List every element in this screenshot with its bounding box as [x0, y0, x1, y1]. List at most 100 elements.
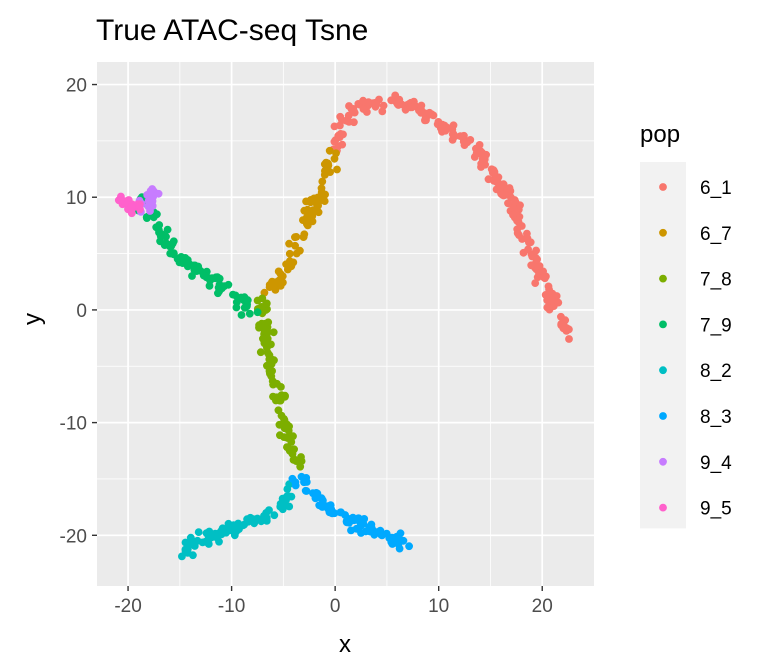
- legend-key-8_2: [659, 366, 667, 375]
- y-tick-label: -20: [60, 526, 87, 547]
- data-point: [300, 230, 309, 239]
- data-point: [476, 148, 485, 157]
- data-point: [524, 245, 532, 254]
- data-point: [385, 534, 394, 542]
- data-point: [533, 255, 541, 264]
- data-point: [183, 540, 192, 549]
- legend-key-9_5: [659, 503, 667, 512]
- data-point: [162, 232, 170, 241]
- data-point: [545, 285, 553, 294]
- data-point: [359, 105, 368, 113]
- data-point: [204, 540, 213, 548]
- data-point: [438, 120, 447, 129]
- data-point: [282, 421, 290, 430]
- data-point: [427, 110, 436, 119]
- data-point: [475, 141, 484, 149]
- data-point: [513, 225, 522, 234]
- data-point: [557, 312, 565, 321]
- data-point: [146, 198, 155, 207]
- data-point: [199, 271, 208, 280]
- series-8_2: [178, 480, 296, 561]
- y-tick-label: -10: [60, 414, 87, 435]
- series-9_5: [114, 192, 144, 218]
- data-point: [154, 189, 163, 198]
- data-point: [261, 319, 269, 328]
- data-point: [333, 165, 341, 174]
- data-point: [408, 103, 416, 112]
- data-point: [287, 438, 296, 446]
- data-point: [202, 529, 211, 537]
- legend-label-9_4: 9_4: [700, 453, 732, 474]
- data-point: [478, 155, 487, 163]
- minor-gridlines: [97, 62, 594, 586]
- data-point: [311, 494, 320, 503]
- data-point: [231, 521, 240, 530]
- data-point: [269, 378, 278, 387]
- data-point: [229, 290, 237, 299]
- data-point: [539, 273, 548, 282]
- data-point: [320, 171, 329, 179]
- data-point: [372, 100, 381, 109]
- x-tick-label: -10: [218, 596, 245, 617]
- data-point: [253, 308, 262, 317]
- data-point: [523, 229, 531, 238]
- data-point: [291, 233, 299, 242]
- data-point: [194, 528, 203, 536]
- data-point: [245, 309, 254, 318]
- data-point: [332, 149, 340, 158]
- data-point: [184, 259, 193, 268]
- x-axis: -20 -10 0 10 20: [114, 586, 553, 617]
- data-point: [456, 132, 465, 141]
- data-point: [226, 526, 234, 535]
- legend-title: pop: [640, 121, 680, 148]
- data-point: [378, 107, 387, 116]
- legend-label-8_2: 8_2: [700, 361, 732, 382]
- data-point: [243, 515, 252, 524]
- data-point: [269, 328, 278, 337]
- series-6_7: [260, 146, 341, 297]
- data-point: [336, 121, 344, 130]
- data-point: [511, 197, 520, 206]
- data-point: [314, 208, 323, 217]
- y-tick-label: 20: [66, 76, 87, 97]
- data-point: [395, 95, 404, 104]
- data-point: [388, 540, 397, 548]
- legend-label-7_8: 7_8: [700, 270, 732, 291]
- data-point: [405, 542, 413, 551]
- data-point: [193, 266, 201, 274]
- data-point: [237, 311, 246, 319]
- data-point: [263, 361, 271, 370]
- data-point: [321, 159, 330, 168]
- data-point: [548, 296, 557, 304]
- data-point: [287, 262, 296, 271]
- data-point: [308, 212, 317, 220]
- data-point: [296, 462, 305, 471]
- data-point: [318, 499, 327, 508]
- data-point: [379, 101, 388, 110]
- data-point: [297, 453, 305, 461]
- y-axis-title: y: [19, 313, 46, 325]
- legend-label-6_1: 6_1: [700, 178, 732, 199]
- data-point: [297, 472, 306, 481]
- legend-key-6_1: [659, 183, 667, 191]
- data-point: [242, 295, 251, 304]
- data-point: [148, 185, 157, 193]
- data-point: [347, 526, 355, 535]
- data-point: [218, 284, 226, 293]
- data-point: [280, 497, 289, 506]
- data-point: [330, 137, 339, 146]
- data-point: [301, 486, 310, 495]
- data-point: [280, 433, 288, 441]
- data-point: [146, 207, 154, 215]
- data-point: [417, 101, 426, 110]
- data-point: [177, 253, 186, 261]
- data-point: [275, 276, 284, 284]
- x-tick-label: 10: [428, 596, 449, 617]
- data-point: [498, 190, 507, 199]
- data-point: [166, 249, 175, 258]
- data-point: [477, 163, 485, 171]
- data-point: [504, 199, 512, 208]
- data-point: [289, 456, 298, 464]
- plot-panel: [97, 62, 594, 586]
